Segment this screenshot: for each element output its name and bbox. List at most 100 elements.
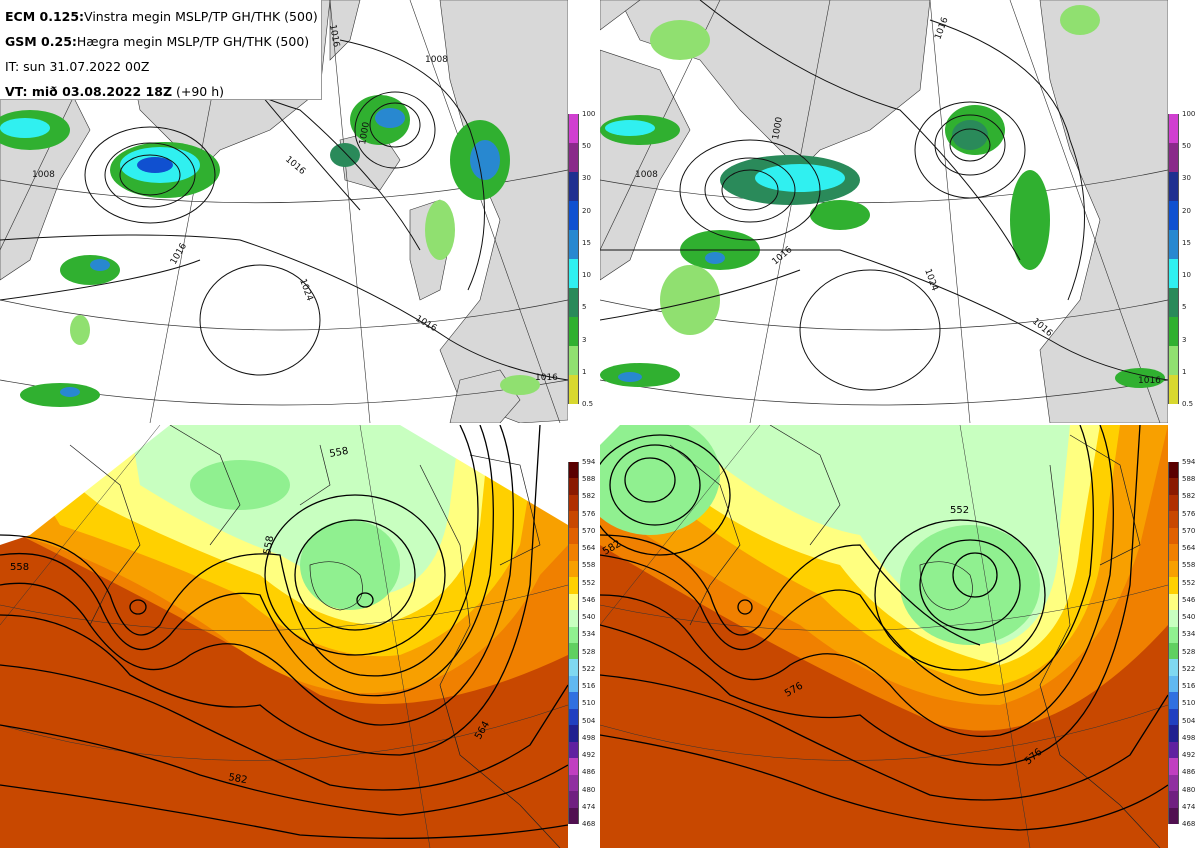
colorbar-label: 3: [1182, 335, 1187, 344]
colorbar-label: 588: [582, 475, 596, 484]
colorbar-swatch: [1168, 201, 1179, 230]
colorbar-swatch: [568, 659, 579, 676]
colorbar-label: 486: [1182, 768, 1196, 777]
colorbar-swatch: [568, 494, 579, 512]
isobar-label: 1016: [327, 24, 341, 49]
colorbar-label: 5: [1182, 303, 1187, 312]
colorbar-label: 540: [582, 613, 596, 622]
colorbar-label: 100: [582, 110, 596, 118]
colorbar-label: 582: [1182, 492, 1196, 501]
colorbar-label: 594: [1182, 458, 1196, 466]
colorbar-label: 552: [1182, 578, 1196, 587]
colorbar-swatch: [1168, 659, 1179, 676]
gh-contours: [0, 425, 568, 839]
colorbar-label: 564: [1182, 544, 1196, 553]
colorbar-swatch: [568, 708, 579, 726]
colorbar-swatch: [568, 317, 579, 346]
colorbar-label: 570: [582, 526, 596, 535]
colorbar-label: 576: [582, 509, 596, 518]
colorbar-label: 540: [1182, 613, 1196, 622]
colorbar-label: 510: [582, 699, 596, 708]
colorbar-swatch: [1168, 317, 1179, 346]
colorbar-swatch: [568, 791, 579, 808]
gh-label: 558: [329, 446, 350, 460]
colorbar-label: 3: [582, 335, 587, 344]
colorbar-swatch: [568, 462, 579, 479]
colorbar-swatch: [568, 675, 579, 693]
colorbar-swatch: [1168, 114, 1179, 143]
isobar-label: 1024: [297, 278, 314, 303]
colorbar-label: 576: [1182, 509, 1196, 518]
colorbar-swatch: [1168, 610, 1179, 627]
colorbar-swatch: [1168, 346, 1179, 375]
colorbar-swatch: [568, 478, 579, 495]
gsm-mslp-svg: 1008 1016 1000 1016 1024 1016 1016: [600, 0, 1168, 423]
colorbar-swatch: [1168, 478, 1179, 495]
colorbar-label: 480: [582, 785, 596, 794]
colorbar-label: 534: [582, 630, 596, 639]
colorbar-label: 50: [582, 142, 591, 151]
colorbar-label: 30: [1182, 174, 1191, 183]
colorbar-label: 558: [1182, 561, 1196, 570]
thickness-colorbar-left: 594 588 582 576 570 564 558 552 546 540 534 528 522 5…: [568, 458, 600, 828]
colorbar-swatch: [568, 527, 579, 545]
precip-colorbar-right: 100 50 30 20 15 10 5 3 1 0.5: [1168, 110, 1200, 408]
colorbar-swatch: [1168, 511, 1179, 528]
colorbar-label: 594: [582, 458, 596, 466]
info-line-init-time: IT: sun 31.07.2022 00Z: [5, 59, 150, 74]
colorbar-swatch: [1168, 675, 1179, 693]
colorbar-swatch: [568, 375, 579, 404]
isobar-label: 1016: [414, 314, 439, 334]
colorbar-swatch: [1168, 375, 1179, 404]
precip-colorbar-left: 100 50 30 20 15 10 5 3 1 0.5: [568, 110, 600, 408]
gsm-mslp-precip-map: 1008 1016 1000 1016 1024 1016 1016: [600, 0, 1168, 423]
isobar-label: 1024: [922, 268, 939, 293]
isobar-label: 1000: [358, 121, 372, 146]
colorbar-label: 504: [1182, 716, 1196, 725]
colorbar-label: 468: [1182, 820, 1196, 828]
gh-label: 552: [950, 505, 969, 516]
colorbar-swatch: [568, 288, 579, 317]
info-box: ECM 0.125:Vinstra megin MSLP/TP GH/THK (…: [0, 0, 322, 100]
colorbar-swatch: [568, 807, 579, 824]
colorbar-label: 492: [1182, 751, 1196, 760]
colorbar-swatch: [568, 725, 579, 742]
colorbar-label: 468: [582, 820, 596, 828]
colorbar-label: 10: [1182, 271, 1191, 280]
colorbar-swatch: [1168, 774, 1179, 792]
isobar-label: 1008: [425, 55, 448, 65]
gh-label: 558: [262, 535, 276, 556]
gh-label: 582: [227, 772, 248, 786]
gh-contours: [600, 425, 1168, 831]
isobar-label: 1016: [535, 373, 558, 383]
colorbar-swatch: [568, 143, 579, 172]
colorbar-label: 5: [582, 303, 587, 312]
colorbar-swatch: [1168, 259, 1179, 288]
colorbar-swatch: [1168, 807, 1179, 824]
colorbar-swatch: [568, 346, 579, 375]
colorbar-label: 516: [1182, 682, 1196, 691]
colorbar-label: 474: [582, 802, 596, 811]
colorbar-swatch: [1168, 560, 1179, 578]
isobar-label: 1008: [32, 170, 55, 180]
colorbar-swatch: [568, 114, 579, 143]
colorbar-swatch: [568, 692, 579, 709]
colorbar-label: 30: [582, 174, 591, 183]
isobar-label: 1016: [771, 245, 795, 268]
colorbar-label: 504: [582, 716, 596, 725]
colorbar-label: 498: [1182, 733, 1196, 742]
colorbar-swatch: [568, 511, 579, 528]
colorbar-swatch: [1168, 692, 1179, 709]
colorbar-label: 528: [1182, 647, 1196, 656]
precip-areas: [0, 95, 540, 407]
colorbar-swatch: [1168, 791, 1179, 808]
colorbar-label: 10: [582, 271, 591, 280]
colorbar-swatch: [568, 774, 579, 792]
isobar-label: 1016: [169, 241, 189, 266]
colorbar-swatch: [568, 593, 579, 611]
isobar-label: 1016: [1138, 376, 1161, 386]
colorbar-label: 100: [1182, 110, 1196, 118]
colorbar-label: 558: [582, 561, 596, 570]
info-line-gsm: GSM 0.25:Hægra megin MSLP/TP GH/THK (500…: [5, 34, 310, 49]
gsm-gh-thk-svg: 552 576 576 582: [600, 425, 1168, 848]
